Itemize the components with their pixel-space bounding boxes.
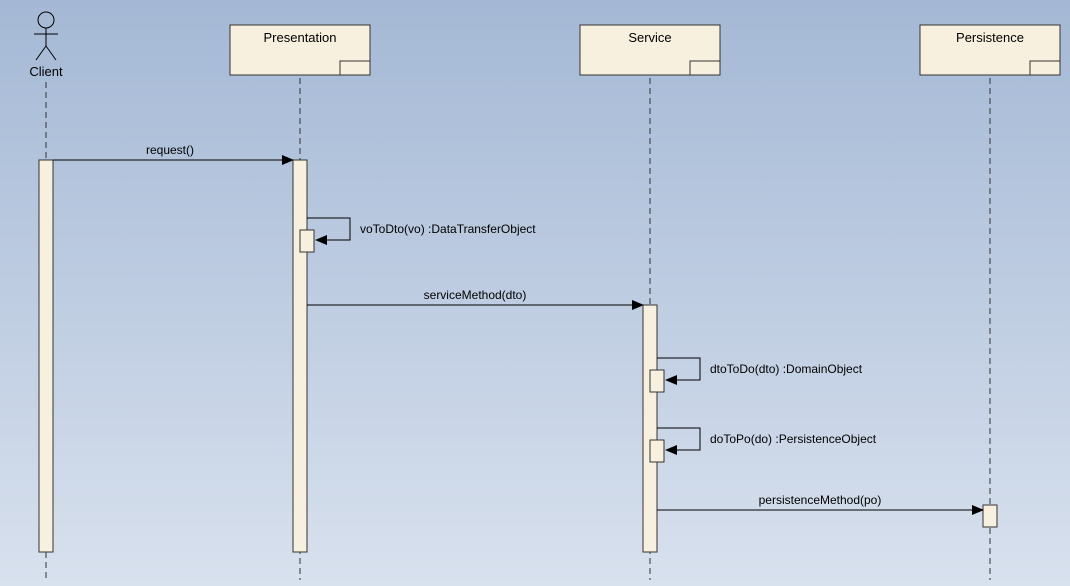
message-persistencemethod-label: persistenceMethod(po) [759,493,882,507]
participant-service-label: Service [628,30,671,45]
activation-service-self2 [650,440,664,462]
message-servicemethod-label: serviceMethod(dto) [424,288,527,302]
activation-persistence [983,505,997,527]
activation-service-self1 [650,370,664,392]
message-dtotodo-label: dtoToDo(dto) :DomainObject [710,362,863,376]
activation-presentation-self [300,230,314,252]
participant-presentation-label: Presentation [264,30,337,45]
participant-service: Service [580,25,720,75]
participant-persistence: Persistence [920,25,1060,75]
activation-client [39,160,53,552]
actor-client: Client [29,12,63,79]
activation-service [643,305,657,552]
actor-client-label: Client [29,64,63,79]
message-request-label: request() [146,143,194,157]
actor-head [38,12,54,28]
message-dotopo-label: doToPo(do) :PersistenceObject [710,432,877,446]
participant-presentation: Presentation [230,25,370,75]
participant-persistence-label: Persistence [956,30,1024,45]
activation-presentation [293,160,307,552]
message-votodto-label: voToDto(vo) :DataTransferObject [360,222,536,236]
